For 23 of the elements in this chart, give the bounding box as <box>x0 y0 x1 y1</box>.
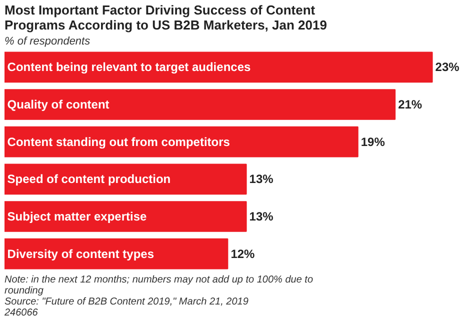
bar <box>4 126 358 158</box>
y-tick-label: Diversity of content types <box>7 246 154 261</box>
data-label: 19% <box>360 134 386 149</box>
y-tick-label: Subject matter expertise <box>7 210 148 224</box>
y-tick-label: Quality of content <box>7 98 110 112</box>
y-tick-label: Content standing out from competitors <box>7 134 230 149</box>
bar <box>4 164 247 195</box>
data-label: 23% <box>435 60 460 74</box>
bar <box>4 201 247 232</box>
chart-subtitle: % of respondents <box>4 36 91 48</box>
text: Note: in the next 12 months; numbers may not add up to 100% due to rounding <box>4 274 314 296</box>
data-label: 13% <box>249 172 274 186</box>
y-tick-label: Speed of content production <box>7 172 171 186</box>
y-tick-label: Content being relevant to target audiences <box>7 60 251 74</box>
text: 246066 <box>4 308 38 318</box>
chart-title: Most Important Factor Driving Success of Content Programs According to US B2B Marketers, Jan 2019 <box>4 2 327 32</box>
bar <box>4 238 228 270</box>
data-label: 12% <box>230 246 256 261</box>
data-label: 13% <box>249 210 274 224</box>
data-label: 21% <box>398 98 422 112</box>
bar <box>4 52 433 83</box>
bar <box>4 89 396 120</box>
source-note: Source: "Future of B2B Content 2019," March 21, 2019 <box>4 296 249 308</box>
